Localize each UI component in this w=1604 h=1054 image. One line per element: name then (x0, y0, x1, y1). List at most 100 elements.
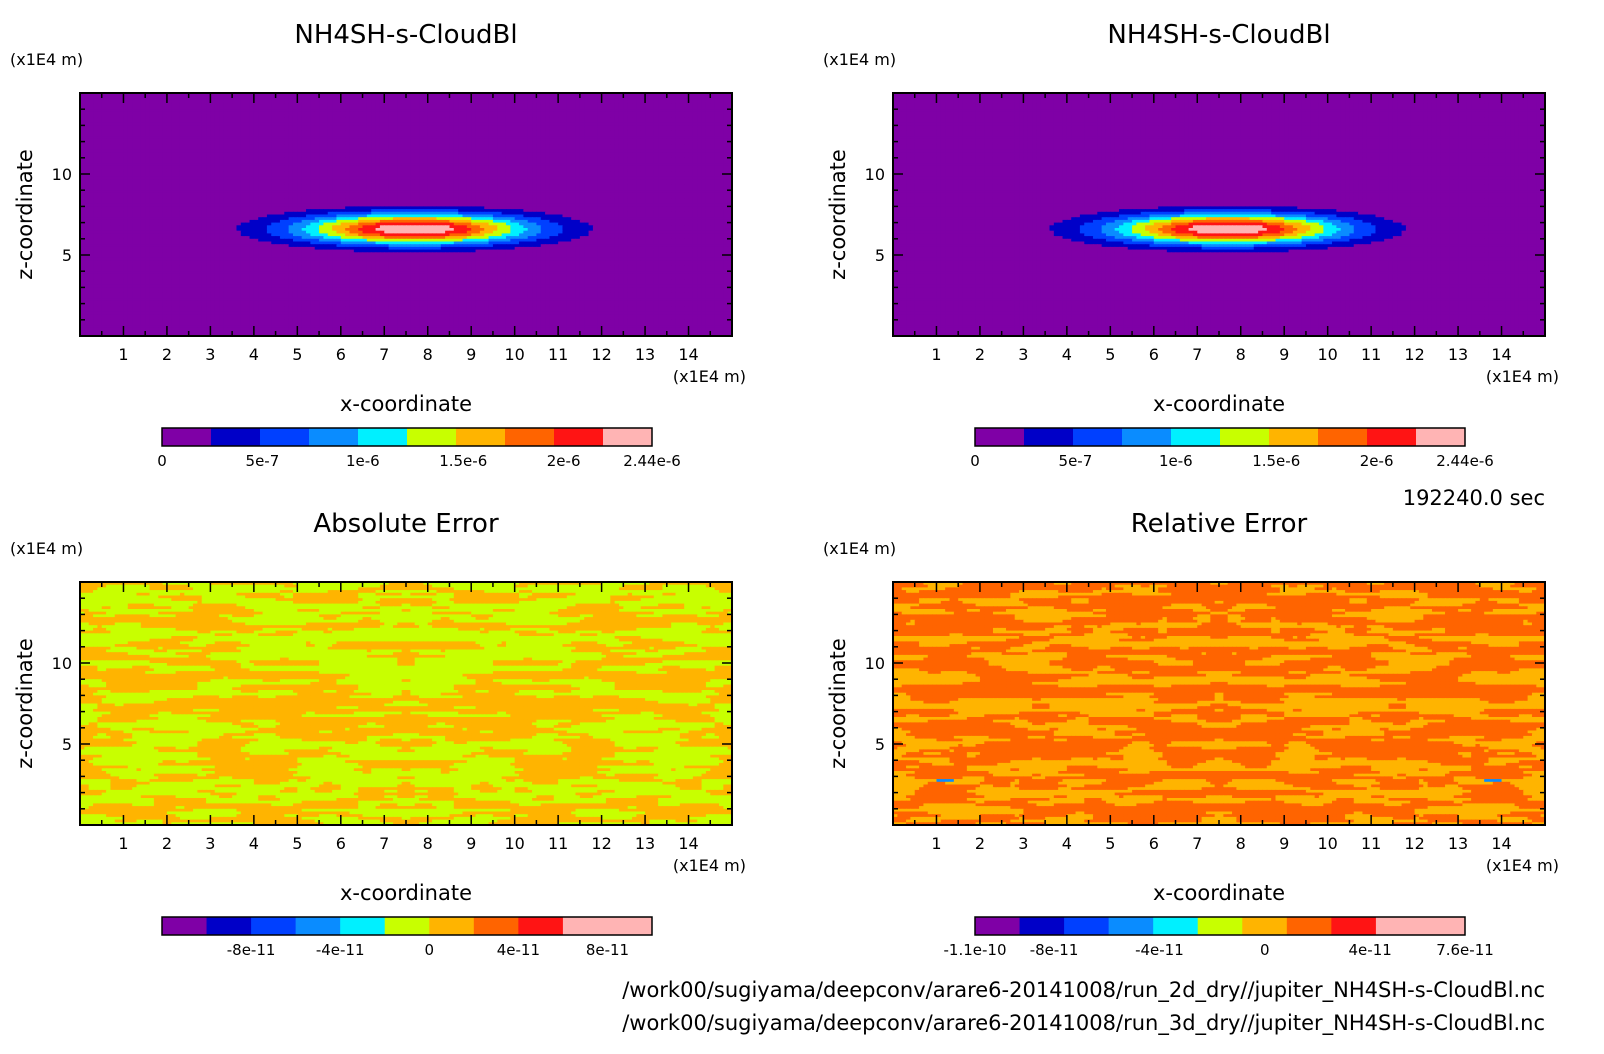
heatmap-cell (149, 136, 155, 140)
heatmap-cell (666, 98, 672, 102)
heatmap-cell (432, 95, 438, 99)
heatmap-cell (388, 128, 394, 132)
heatmap-cell (714, 93, 720, 97)
heatmap-cell (262, 117, 268, 121)
heatmap-cell (110, 103, 116, 108)
heatmap-cell (262, 125, 268, 129)
heatmap-cell (449, 125, 455, 129)
heatmap-cell (714, 125, 720, 129)
heatmap-cell (88, 98, 94, 102)
heatmap-cell (214, 122, 220, 126)
heatmap-cell (614, 136, 620, 140)
heatmap-cell (645, 120, 651, 124)
heatmap-cell (527, 103, 533, 108)
heatmap-cell (193, 136, 198, 140)
heatmap-cell (449, 101, 455, 105)
heatmap-cell (101, 111, 107, 116)
heatmap-cell (519, 95, 524, 99)
heatmap-cell (310, 128, 316, 132)
heatmap-cell (114, 122, 120, 126)
heatmap-cell (662, 136, 668, 140)
heatmap-cell (84, 128, 90, 132)
heatmap-cell (571, 122, 577, 126)
heatmap-cell (84, 133, 90, 137)
heatmap-cell (375, 122, 381, 126)
heatmap-cell (492, 114, 498, 118)
heatmap-cell (523, 144, 529, 148)
heatmap-cell (80, 144, 85, 148)
heatmap-cell (158, 136, 164, 140)
heatmap-cell (449, 144, 455, 148)
heatmap-cell (549, 133, 555, 137)
heatmap-cell (297, 120, 303, 124)
heatmap-cell (436, 98, 442, 102)
heatmap-cell (332, 122, 338, 126)
heatmap-cell (479, 93, 485, 97)
heatmap-cell (227, 95, 233, 99)
heatmap-cell (697, 93, 703, 97)
heatmap-cell (697, 103, 703, 108)
heatmap-cell (206, 117, 211, 121)
heatmap-cell (310, 103, 316, 108)
heatmap-cell (292, 95, 298, 99)
heatmap-cell (193, 122, 198, 126)
heatmap-cell (301, 147, 307, 151)
heatmap-cell (505, 133, 511, 137)
heatmap-cell (553, 101, 559, 105)
heatmap-cell (610, 114, 616, 118)
heatmap-cell (258, 133, 264, 137)
heatmap-cell (492, 117, 498, 121)
heatmap-cell (336, 128, 342, 132)
heatmap-cell (379, 95, 385, 99)
heatmap-cell (397, 114, 403, 118)
heatmap-cell (575, 125, 581, 129)
heatmap-cell (514, 138, 520, 143)
heatmap-cell (601, 103, 607, 108)
heatmap-cell (488, 147, 494, 151)
heatmap-cell (327, 144, 333, 148)
heatmap-cell (193, 125, 198, 129)
heatmap-cell (453, 138, 459, 143)
heatmap-cell (101, 120, 107, 124)
heatmap-cell (479, 138, 485, 143)
heatmap-cell (692, 114, 698, 118)
heatmap-cell (349, 111, 355, 116)
heatmap-cell (379, 128, 385, 132)
heatmap-cell (153, 120, 159, 124)
heatmap-cell (519, 125, 524, 129)
heatmap-cell (718, 117, 724, 121)
heatmap-cell (371, 125, 377, 129)
heatmap-cell (427, 130, 433, 135)
heatmap-cell (127, 122, 133, 126)
heatmap-cell (210, 130, 216, 135)
heatmap-cell (140, 114, 146, 118)
heatmap-cell (627, 106, 633, 110)
heatmap-cell (558, 122, 564, 126)
heatmap-cell (288, 106, 294, 110)
heatmap-cell (349, 141, 355, 145)
heatmap-cell (714, 122, 720, 126)
heatmap-cell (262, 103, 268, 108)
heatmap-cell (488, 117, 494, 121)
heatmap-cell (140, 109, 146, 113)
heatmap-cell (588, 141, 594, 145)
heatmap-cell (414, 141, 420, 145)
heatmap-cell (349, 98, 355, 102)
heatmap-cell (571, 98, 577, 102)
heatmap-cell (532, 111, 537, 116)
heatmap-cell (219, 133, 225, 137)
heatmap-cell (271, 114, 277, 118)
heatmap-cell (492, 95, 498, 99)
heatmap-cell (566, 117, 572, 121)
heatmap-cell (101, 122, 107, 126)
heatmap-cell (279, 133, 285, 137)
heatmap-cell (536, 128, 542, 132)
heatmap-cell (697, 120, 703, 124)
heatmap-cell (597, 103, 603, 108)
heatmap-cell (497, 93, 503, 97)
heatmap-cell (397, 98, 403, 102)
heatmap-cell (684, 95, 690, 99)
heatmap-cell (266, 106, 272, 110)
heatmap-cell (458, 138, 464, 143)
heatmap-cell (449, 141, 455, 145)
